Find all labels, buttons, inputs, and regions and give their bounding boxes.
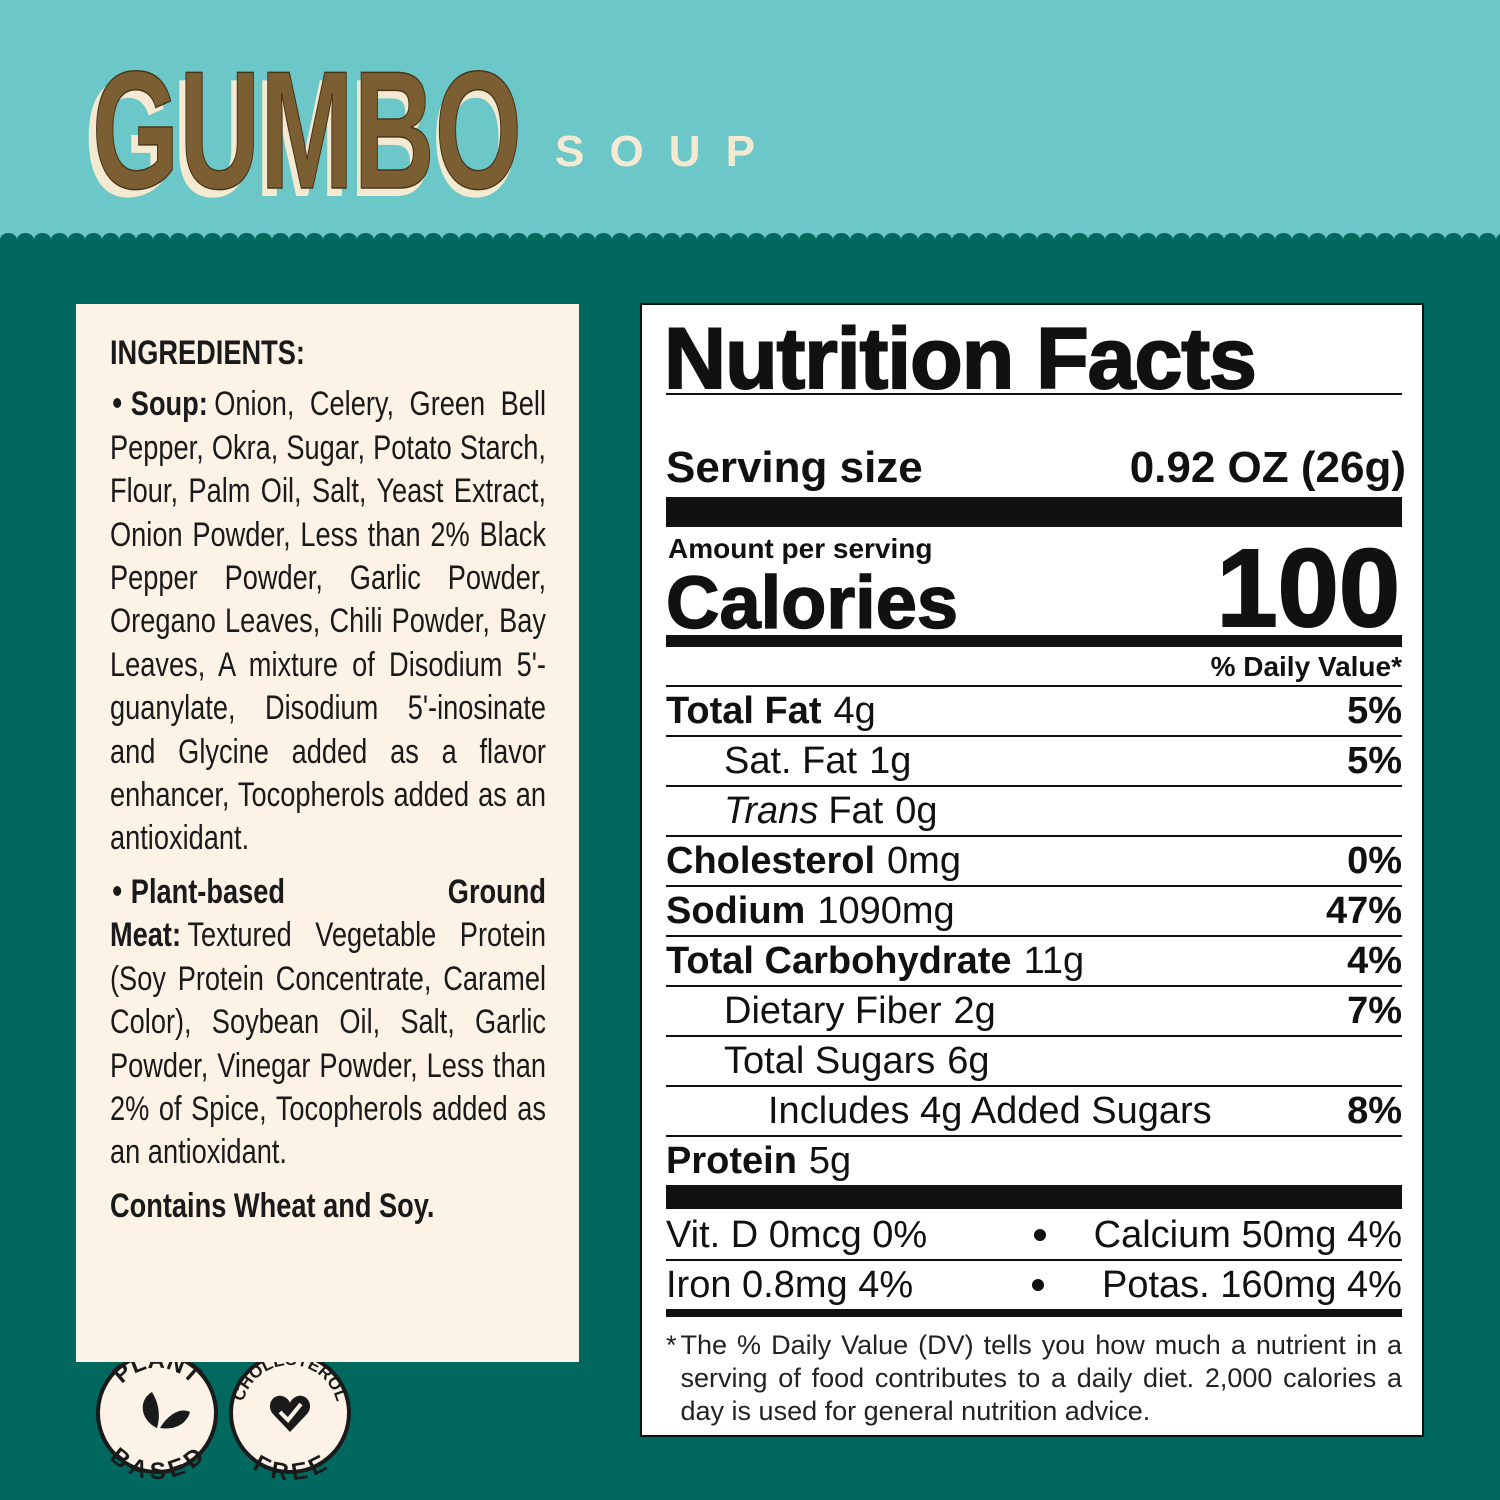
- nutrient-name: Dietary Fiber: [724, 990, 942, 1032]
- footnote-text: The % Daily Value (DV) tells you how muc…: [680, 1330, 1402, 1426]
- rule: [666, 393, 1402, 395]
- ingredients-list: Soup: Onion, Celery, Green Bell Pepper, O…: [110, 383, 546, 1174]
- allergens: Contains Wheat and Soy.: [110, 1186, 435, 1225]
- vitamin: Potas. 160mg 4%: [1102, 1264, 1402, 1306]
- vitamin-row: Iron 0.8mg 4% Potas. 160mg 4%: [666, 1261, 1402, 1311]
- badge-cholesterol-free: CHOLESTEROL FREE: [229, 1350, 351, 1486]
- rule: [666, 1311, 1402, 1317]
- ingredient-section: Soup: Onion, Celery, Green Bell Pepper, O…: [110, 383, 546, 860]
- nutrient-row: Dietary Fiber 2g 7%: [666, 985, 1402, 1035]
- nutrient-amount: 6g: [947, 1040, 990, 1082]
- nutrient-name: Total Carbohydrate: [666, 940, 1012, 982]
- section-text: Onion, Celery, Green Bell Pepper, Okra, …: [110, 385, 546, 858]
- serving-label: Serving size: [666, 443, 923, 492]
- nutrient-row: Cholesterol 0mg 0%: [666, 835, 1402, 885]
- nutrition-facts: Nutrition Facts Serving size 0.92 OZ (26…: [640, 303, 1424, 1437]
- nutrient-name: Total Fat: [666, 690, 822, 732]
- daily-value-header: % Daily Value*: [1210, 651, 1402, 682]
- ingredients-text: INGREDIENTS: Soup: Onion, Celery, Green B…: [110, 332, 546, 1228]
- section-text: Textured Vegetable Protein (Soy Protein …: [110, 916, 546, 1172]
- vitamin: Vit. D 0mcg 0%: [666, 1214, 928, 1256]
- nutrient-amount: 0mg: [887, 840, 961, 882]
- thick-rule: [666, 497, 1402, 527]
- nutrient-name: Total Sugars: [724, 1040, 936, 1082]
- nutrient-name: Sat. Fat: [724, 740, 858, 782]
- nutrient-row: Protein 5g: [666, 1135, 1402, 1185]
- serving-value: 0.92 OZ (26g): [1129, 443, 1406, 492]
- nutrient-row: Sat. Fat 1g 5%: [666, 735, 1402, 785]
- badge-plant-based: PLANT BASED: [96, 1347, 218, 1485]
- daily-value: 47%: [1325, 890, 1402, 932]
- daily-value: 7%: [1347, 990, 1402, 1032]
- thick-rule: [666, 635, 1402, 647]
- nutrient-name: Protein: [666, 1140, 797, 1182]
- vitamin-row: Vit. D 0mcg 0% Calcium 50mg 4%: [666, 1211, 1402, 1261]
- nutrient-amount: 11g: [1023, 940, 1085, 982]
- nutrient-amount: 1090mg: [817, 890, 955, 932]
- ingredient-section: Plant-based Ground Meat: Textured Vegetab…: [110, 871, 546, 1175]
- nutrient-name: Fat: [828, 790, 884, 832]
- nutrient-row: Total Fat 4g 5%: [666, 685, 1402, 735]
- section-label: Soup:: [130, 385, 208, 424]
- footnote-mark: *: [666, 1330, 677, 1360]
- amount-per-serving: Amount per serving: [668, 533, 933, 564]
- thick-rule: [666, 1185, 1402, 1209]
- nutrition-title: Nutrition Facts: [663, 310, 1258, 408]
- vitamin: Calcium 50mg 4%: [1093, 1214, 1402, 1256]
- nutrient-rows: Total Fat 4g 5% Sat. Fat 1g 5% Trans Fat 0g Chole…: [666, 685, 1402, 1185]
- nutrient-name: Sodium: [666, 890, 806, 932]
- ingredients-title: INGREDIENTS:: [110, 334, 305, 372]
- calories-label: Calories: [665, 560, 959, 645]
- daily-value: 4%: [1347, 940, 1402, 982]
- vitamins: Vit. D 0mcg 0% Calcium 50mg 4% Iron 0.8mg …: [666, 1211, 1402, 1311]
- separator: [1034, 1229, 1047, 1241]
- daily-value: 5%: [1347, 690, 1402, 732]
- nutrient-row: Includes 4g Added Sugars 8%: [666, 1085, 1402, 1135]
- calories-value: 100: [1215, 527, 1401, 650]
- daily-value: 8%: [1347, 1090, 1402, 1132]
- vitamin: Iron 0.8mg 4%: [666, 1264, 914, 1306]
- bullet: [113, 398, 122, 409]
- daily-value: 0%: [1347, 840, 1402, 882]
- nutrient-amount: 2g: [953, 990, 996, 1032]
- nutrient-row: Trans Fat 0g: [666, 785, 1402, 835]
- nutrient-name: Includes 4g Added Sugars: [768, 1090, 1212, 1132]
- nutrient-amount: 5g: [808, 1140, 852, 1182]
- serving-size: Serving size 0.92 OZ (26g): [666, 443, 1406, 493]
- check-icon: [278, 1402, 303, 1423]
- nutrient-name-italic: Trans: [724, 790, 819, 832]
- ingredients-panel: INGREDIENTS: Soup: Onion, Celery, Green B…: [76, 304, 579, 1362]
- daily-value: 5%: [1347, 740, 1402, 782]
- nutrient-row: Total Sugars 6g: [666, 1035, 1402, 1085]
- top-band: [0, 0, 1500, 245]
- bullet: [113, 885, 122, 896]
- section-label: Plant-based Ground Meat:: [110, 872, 547, 955]
- nutrient-amount: 4g: [833, 690, 876, 732]
- nutrient-name: Cholesterol: [666, 840, 876, 882]
- nutrient-row: Sodium 1090mg 47%: [666, 885, 1402, 935]
- leaf-icon: [142, 1392, 190, 1429]
- title: GUMBO: [92, 36, 522, 224]
- footnote: * The % Daily Value (DV) tells you how m…: [666, 1329, 1402, 1428]
- title-shadow: GUMBO: [84, 44, 520, 232]
- nutrient-row: Total Carbohydrate 11g 4%: [666, 935, 1402, 985]
- separator: [1031, 1279, 1044, 1291]
- nutrient-amount: 1g: [869, 740, 912, 782]
- nutrient-amount: 0g: [895, 790, 938, 832]
